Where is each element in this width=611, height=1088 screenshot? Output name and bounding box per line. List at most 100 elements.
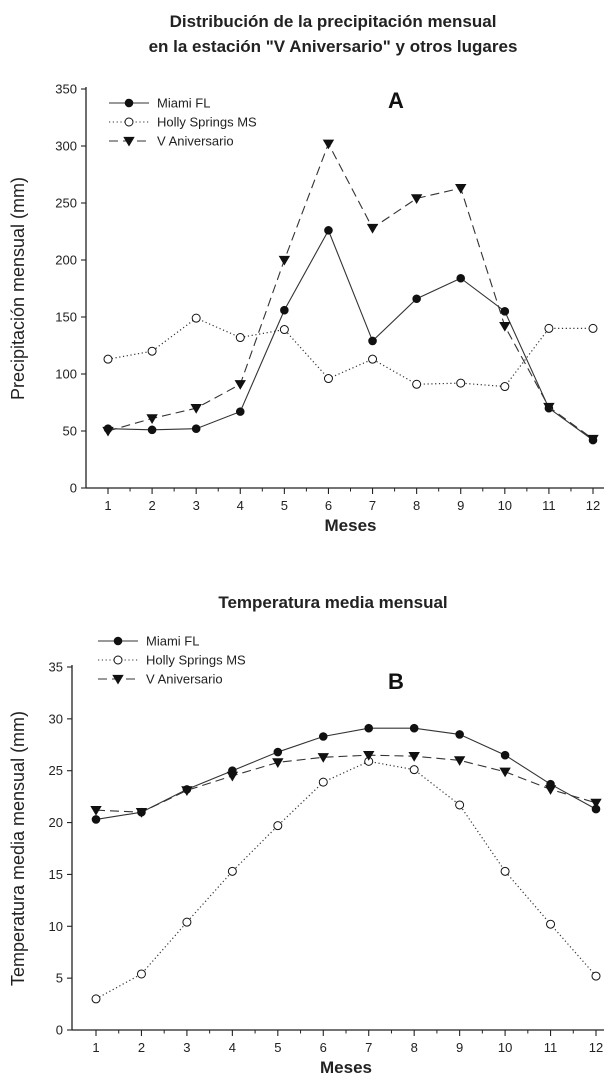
chart-b-y-tick-label: 0	[56, 1023, 63, 1038]
chart-b-x-tick-label: 8	[411, 1040, 418, 1055]
chart-a-legend: Miami FL Holly Springs MS V Aniversario	[109, 96, 257, 149]
chart-b-data-point	[409, 765, 419, 775]
chart-b-data-point	[544, 785, 557, 795]
chart-b-data-point	[364, 723, 374, 733]
chart-a-data-point	[278, 255, 291, 266]
chart-b-data-point	[499, 767, 511, 778]
chart-a-data-point	[324, 226, 333, 235]
chart-a-legend-label: Holly Springs MS	[157, 115, 257, 130]
chart-a-series-line	[107, 229, 594, 441]
chart-b-x-tick-label: 10	[498, 1040, 512, 1055]
chart-a-x-tick-label: 10	[498, 498, 512, 513]
chart-b-data-point	[363, 751, 375, 761]
chart-a-x-tick-label: 3	[193, 498, 200, 513]
chart-b-data-point	[408, 752, 420, 762]
chart-b-data-point	[135, 808, 148, 818]
chart-a-x-tick-label: 11	[542, 498, 556, 513]
chart-a-data-point	[456, 273, 466, 283]
chart-a-x-tick-label: 2	[148, 498, 155, 513]
chart-a-data-point	[191, 313, 201, 323]
chart-b-x-tick-label: 5	[274, 1040, 281, 1055]
chart-a-series-1	[103, 226, 598, 445]
chart-a-y-axis-title: Precipitación mensual (mm)	[8, 177, 28, 400]
chart-a-data-point	[322, 139, 335, 150]
chart-b-x-tick-label: 6	[320, 1040, 327, 1055]
chart-b-legend-marker	[112, 674, 124, 685]
chart-a-y-tick-label: 250	[55, 196, 77, 211]
chart-b-data-point	[227, 866, 237, 876]
chart-a-data-point	[190, 404, 202, 414]
chart-a-data-point	[587, 434, 599, 445]
chart-a-x-axis-title: Meses	[325, 516, 377, 535]
chart-a-legend-marker	[124, 117, 134, 127]
chart-b-x-tick-label: 11	[544, 1040, 558, 1055]
chart-b-x-tick-label: 2	[138, 1040, 145, 1055]
chart-b-y-tick-label: 35	[49, 660, 63, 675]
chart-a-data-point	[280, 305, 289, 315]
chart-a-data-point	[455, 184, 467, 194]
chart-b-data-point	[591, 971, 601, 981]
chart-a-x-tick-label: 8	[413, 498, 420, 513]
chart-b-data-point	[181, 786, 193, 796]
chart-b-data-point	[90, 805, 102, 816]
chart-a-data-point	[103, 354, 113, 364]
chart-b-data-point	[136, 969, 146, 979]
chart-b-y-tick-label: 20	[49, 815, 63, 830]
chart-a-y-tick-label: 300	[55, 139, 77, 154]
chart-b-data-point	[272, 758, 284, 768]
chart-b-series-2	[91, 756, 601, 1004]
chart-b-data-point	[273, 821, 283, 831]
chart-a-series-line	[107, 317, 593, 388]
chart-b-y-tick-label: 30	[49, 711, 63, 726]
chart-a-data-point	[500, 307, 510, 316]
chart-a-data-point	[235, 407, 245, 416]
chart-a-data-point	[146, 414, 158, 424]
chart-b-x-axis-title: Meses	[320, 1058, 372, 1077]
chart-b-x-tick-label: 4	[229, 1040, 236, 1055]
chart-b-data-point	[317, 753, 329, 763]
chart-a-x-tick-label: 5	[281, 498, 288, 513]
chart-b-data-point	[91, 994, 101, 1004]
chart-a-data-point	[543, 402, 555, 413]
chart-b-y-tick-label: 10	[49, 919, 63, 934]
chart-b-data-point	[453, 756, 466, 766]
chart-a-legend-marker	[124, 98, 134, 108]
chart-a-y-tick-label: 150	[55, 310, 77, 325]
chart-a-x-tick-label: 6	[325, 498, 332, 513]
chart-b-series-3	[90, 751, 602, 818]
chart-a-panel-label: A	[388, 88, 404, 113]
chart-b-data-point	[182, 917, 192, 927]
chart-b-x-tick-label: 12	[589, 1040, 603, 1055]
chart-b-panel-label: B	[388, 669, 404, 694]
chart-a-x-tick-label: 1	[104, 498, 111, 513]
chart-b-y-tick-label: 25	[49, 763, 63, 778]
chart-b-data-point	[455, 730, 464, 739]
chart-a-x-tick-label: 7	[369, 498, 376, 513]
chart-a-data-point	[102, 426, 114, 437]
chart-b-legend-marker	[113, 655, 123, 665]
chart-a-data-point	[235, 333, 245, 343]
chart-a-data-point	[412, 379, 422, 389]
chart-b-title: Temperatura media mensual	[218, 593, 447, 612]
chart-a-data-point	[588, 323, 598, 333]
chart-a-x-tick-label: 4	[237, 498, 244, 513]
chart-a-x-tick-label: 9	[457, 498, 464, 513]
chart-a-legend-marker	[123, 136, 135, 147]
chart-a-data-point	[500, 382, 510, 392]
chart-b-data-point	[318, 777, 328, 787]
chart-b-legend-label: Holly Springs MS	[146, 653, 246, 668]
chart-a-title-line2: en la estación "V Aniversario" y otros l…	[149, 37, 518, 56]
chart-a-series-line	[107, 142, 594, 440]
chart-b-data-point	[91, 815, 101, 824]
chart-a-data-point	[544, 323, 554, 333]
chart-b-series-line	[95, 727, 597, 821]
chart-b-x-tick-label: 9	[456, 1040, 463, 1055]
chart-b-x-tick-label: 3	[183, 1040, 190, 1055]
chart-b-data-point	[500, 866, 510, 876]
chart-a-data-point	[323, 374, 333, 384]
chart-a-data-point	[410, 194, 423, 204]
chart-a-legend-label: V Aniversario	[157, 134, 234, 149]
chart-a-data-point	[234, 380, 246, 390]
chart-a-y-tick-label: 350	[55, 82, 77, 97]
